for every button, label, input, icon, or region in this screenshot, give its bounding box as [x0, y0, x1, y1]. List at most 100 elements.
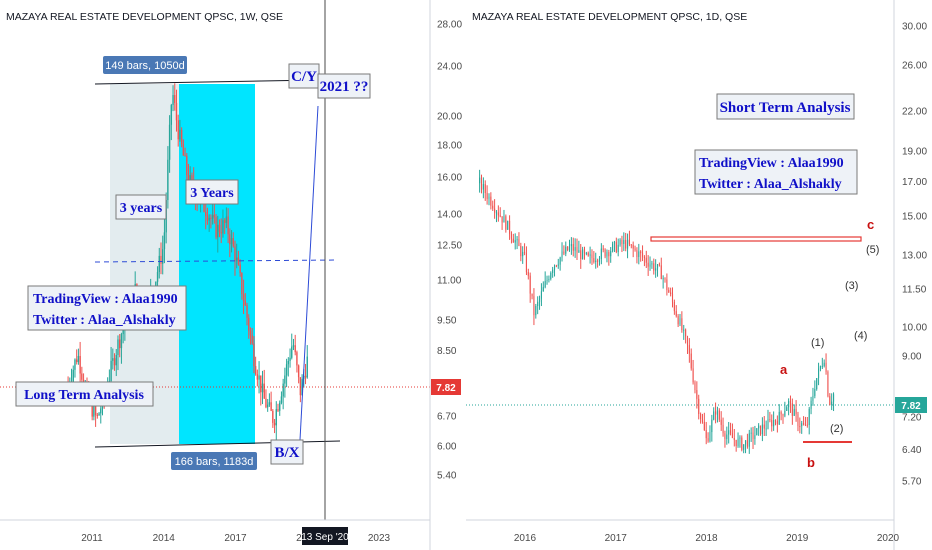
candle-body	[289, 357, 291, 361]
candle-body	[488, 196, 490, 199]
candle-body	[679, 318, 681, 325]
candle-body	[791, 403, 793, 416]
candle-body	[273, 422, 276, 426]
candle-body	[670, 292, 672, 294]
candle-body	[260, 375, 262, 393]
candle-body	[223, 220, 226, 223]
candle-body	[514, 240, 516, 243]
candle-body	[253, 343, 255, 367]
candle-body	[789, 401, 792, 404]
candle-body	[713, 411, 715, 420]
candle-body	[170, 105, 173, 125]
right-last-price-text: 7.82	[901, 401, 921, 412]
box-cy: C/Y	[288, 63, 320, 89]
candle-body	[550, 272, 552, 280]
short-term-label: Short Term Analysis	[720, 100, 851, 116]
candle-body	[258, 375, 260, 380]
candle-body	[306, 356, 308, 378]
candle-body	[180, 129, 183, 145]
candle-body	[174, 95, 176, 103]
y-tick-label: 30.00	[902, 21, 927, 32]
y-tick-label: 18.00	[437, 140, 462, 151]
candle-body	[797, 414, 799, 427]
candle-body	[524, 251, 526, 253]
candle-body	[641, 253, 644, 257]
candle-body	[816, 378, 818, 390]
candle-body	[213, 214, 216, 218]
candle-body	[653, 263, 655, 271]
candle-body	[510, 233, 513, 239]
wave-4-label: (4)	[854, 330, 867, 342]
candle-body	[544, 281, 546, 288]
candle-body	[505, 216, 507, 230]
candle-body	[499, 215, 501, 217]
candle-body	[297, 365, 300, 378]
candle-body	[215, 217, 217, 238]
candle-body	[522, 251, 524, 257]
x-tick-label: 2014	[153, 533, 176, 544]
candle-body	[636, 250, 638, 257]
candle-body	[705, 430, 707, 439]
crosshair-date-tag: 13 Sep '20	[301, 527, 349, 545]
candle-body	[292, 345, 295, 347]
candle-body	[733, 437, 735, 440]
candle-body	[681, 318, 683, 331]
y-tick-label: 14.00	[437, 209, 462, 220]
candle-body	[722, 424, 724, 434]
candle-body	[270, 402, 272, 411]
candle-body	[619, 239, 621, 245]
bx-label: B/X	[274, 445, 299, 461]
candle-body	[94, 405, 97, 416]
candle-body	[664, 278, 666, 280]
candle-body	[533, 296, 535, 316]
candle-body	[210, 217, 212, 219]
candle-body	[630, 244, 632, 246]
candle-body	[806, 424, 808, 426]
candle-body	[730, 430, 732, 434]
candle-body	[600, 248, 602, 260]
candle-body	[700, 413, 702, 419]
candle-body	[553, 265, 556, 270]
candle-body	[763, 424, 765, 429]
candle-body	[296, 352, 298, 366]
candle-body	[737, 438, 739, 446]
candle-body	[75, 359, 78, 363]
candle-body	[72, 369, 74, 382]
y-tick-label: 28.00	[437, 19, 462, 30]
candle-body	[248, 317, 250, 331]
candle-body	[786, 407, 788, 411]
candle-body	[728, 430, 730, 435]
y-tick-label: 5.40	[437, 470, 457, 481]
candle-body	[275, 409, 277, 426]
candle-body	[628, 239, 630, 245]
candle-body	[525, 252, 527, 273]
candle-body	[277, 409, 279, 411]
candle-body	[239, 264, 241, 273]
candle-body	[810, 400, 812, 409]
candle-body	[254, 366, 257, 375]
candle-body	[284, 375, 286, 384]
candle-body	[582, 249, 584, 260]
candle-body	[557, 264, 559, 266]
box-short-term: Short Term Analysis	[716, 93, 855, 120]
candle-body	[217, 224, 219, 238]
candle-body	[598, 259, 601, 262]
candle-body	[299, 377, 302, 396]
candle-body	[585, 252, 587, 254]
candle-body	[593, 258, 595, 263]
candle-body	[752, 432, 754, 440]
y-tick-label: 11.50	[902, 284, 927, 295]
candle-body	[776, 421, 778, 425]
candle-body	[673, 302, 675, 312]
candle-body	[236, 257, 238, 262]
box-3years-a: 3 years	[115, 194, 167, 220]
wave-2-label: (2)	[830, 423, 843, 435]
candle-body	[668, 290, 670, 293]
candle-body	[831, 401, 833, 405]
candle-body	[718, 410, 720, 420]
candle-body	[761, 424, 763, 435]
candle-body	[548, 279, 550, 281]
candle-body	[232, 238, 234, 247]
candle-body	[172, 95, 174, 106]
candle-body	[683, 329, 685, 331]
